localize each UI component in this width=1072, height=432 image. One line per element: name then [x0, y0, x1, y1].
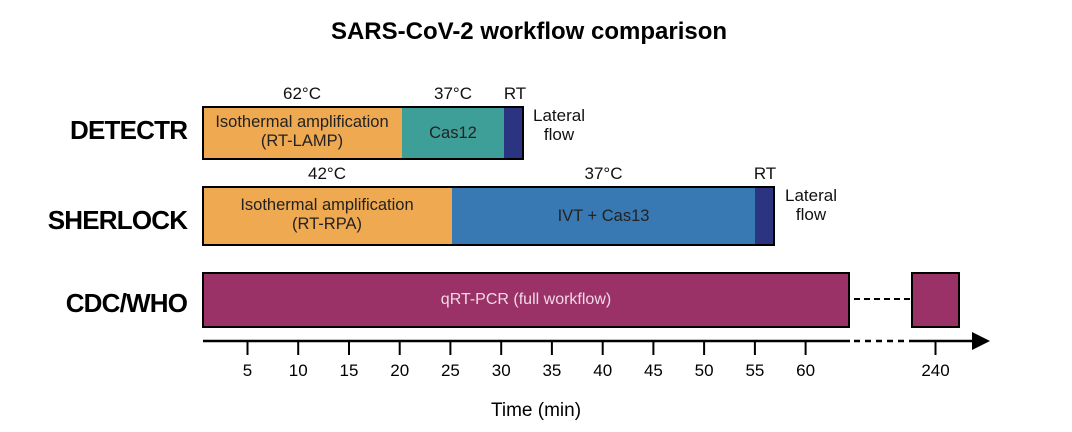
svg-text:25: 25 [441, 361, 460, 380]
svg-text:10: 10 [289, 361, 308, 380]
svg-text:240: 240 [921, 361, 949, 380]
svg-text:5: 5 [243, 361, 252, 380]
svg-text:20: 20 [390, 361, 409, 380]
svg-text:45: 45 [644, 361, 663, 380]
svg-text:50: 50 [695, 361, 714, 380]
svg-text:55: 55 [745, 361, 764, 380]
svg-text:15: 15 [340, 361, 359, 380]
svg-text:30: 30 [492, 361, 511, 380]
svg-text:35: 35 [542, 361, 561, 380]
svg-text:60: 60 [796, 361, 815, 380]
svg-text:40: 40 [593, 361, 612, 380]
